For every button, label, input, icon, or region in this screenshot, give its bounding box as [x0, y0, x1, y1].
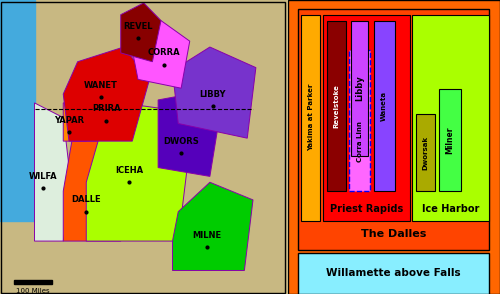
Polygon shape — [121, 3, 161, 62]
Bar — [440, 89, 460, 191]
Text: Waneta: Waneta — [381, 91, 387, 121]
Bar — [416, 114, 435, 191]
Text: DWORS: DWORS — [163, 137, 199, 146]
Polygon shape — [172, 47, 256, 138]
Text: PRIRA: PRIRA — [92, 104, 120, 113]
Bar — [349, 50, 370, 191]
Polygon shape — [63, 47, 150, 141]
Bar — [412, 15, 490, 220]
Polygon shape — [86, 103, 187, 241]
Text: The Dalles: The Dalles — [361, 229, 426, 239]
Bar — [322, 15, 410, 220]
Text: 100 Miles: 100 Miles — [16, 288, 50, 294]
Text: ICEHA: ICEHA — [116, 166, 143, 175]
Text: Yakima at Parker: Yakima at Parker — [308, 84, 314, 151]
Polygon shape — [63, 141, 130, 241]
Bar — [0, 0, 34, 220]
Bar — [298, 253, 490, 294]
Bar — [351, 21, 368, 156]
Text: Willamette above Falls: Willamette above Falls — [326, 268, 461, 278]
Text: WANET: WANET — [84, 81, 117, 90]
Text: LIBBY: LIBBY — [200, 90, 226, 98]
Text: Revelstoke: Revelstoke — [334, 84, 340, 128]
Text: Priest Rapids: Priest Rapids — [330, 204, 403, 214]
Polygon shape — [172, 182, 253, 270]
Text: YAPAR: YAPAR — [54, 116, 84, 125]
Bar — [298, 9, 490, 250]
Text: Ice Harbor: Ice Harbor — [422, 204, 480, 214]
Polygon shape — [158, 94, 218, 176]
Bar — [327, 21, 346, 191]
Bar — [14, 280, 52, 284]
Text: MILNE: MILNE — [192, 231, 222, 240]
Text: Dworsak: Dworsak — [422, 136, 428, 170]
Text: Milner: Milner — [446, 126, 454, 154]
Polygon shape — [34, 103, 72, 241]
Bar — [374, 21, 395, 191]
Text: WILFA: WILFA — [29, 172, 58, 181]
Text: Corra Linn: Corra Linn — [357, 121, 363, 162]
Text: DALLE: DALLE — [72, 196, 101, 204]
Polygon shape — [130, 21, 190, 88]
Text: CORRA: CORRA — [148, 49, 180, 57]
Text: REVEL: REVEL — [123, 22, 153, 31]
Bar — [302, 15, 320, 220]
Text: Libby: Libby — [355, 75, 364, 101]
Polygon shape — [63, 103, 92, 141]
